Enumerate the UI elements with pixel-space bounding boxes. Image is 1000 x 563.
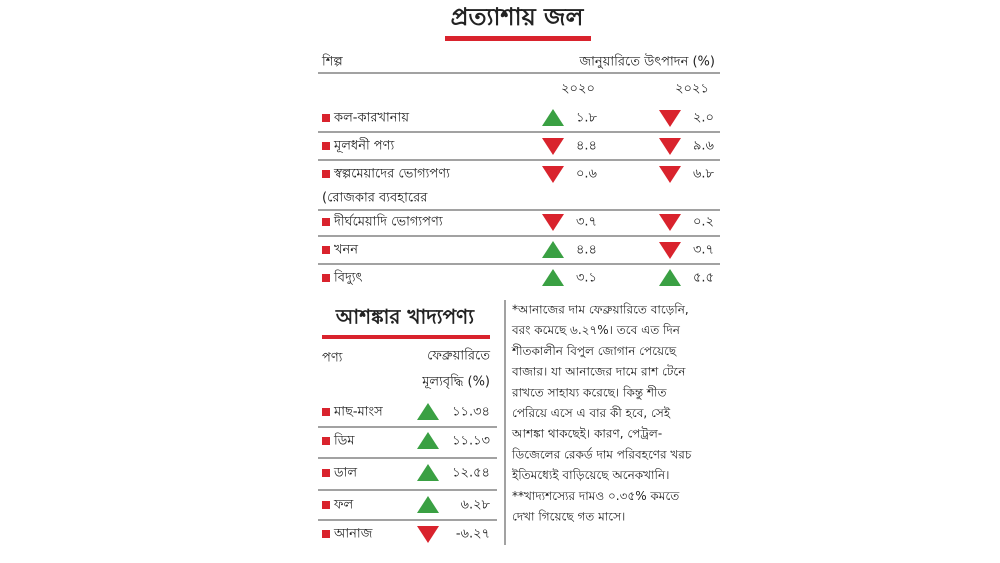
bullet	[322, 142, 330, 150]
col-header: মূল্যবৃদ্ধি (%)	[421, 374, 490, 390]
value: ০.৬	[576, 167, 598, 182]
row-label: কল-কারখানায়	[333, 111, 409, 126]
note-line: পেরিয়ে এসে এ বার কী হবে, সেই	[512, 406, 671, 420]
arrow-up	[542, 241, 564, 258]
section-title: আশঙ্কার খাদ্যপণ্য	[335, 305, 475, 329]
arrow-up	[659, 269, 681, 286]
row-label: মাছ-মাংস	[333, 405, 383, 420]
note-line: *আনাজের দাম ফেব্রুয়ারিতে বাড়েনি,	[512, 303, 689, 317]
arrow-up	[542, 109, 564, 126]
arrow-up	[417, 403, 439, 420]
note-line: ডিজেলের রেকর্ড দাম পরিবহণের খরচ	[511, 447, 692, 461]
bullet	[322, 530, 330, 538]
note-line: বরং কমেছে ৬.২৭%। তবে এত দিন	[511, 323, 681, 337]
row-label: বিদ্যুৎ	[333, 270, 363, 286]
arrow-down	[542, 138, 564, 155]
bullet	[322, 408, 330, 416]
col-header: ফেব্রুয়ারিতে	[427, 348, 490, 364]
bullet	[322, 274, 330, 282]
title-underline	[322, 335, 490, 339]
value: ১১.১৩	[452, 434, 490, 449]
row-label: আনাজ	[333, 527, 373, 542]
bullet	[322, 469, 330, 477]
value: ৫.৫	[693, 271, 714, 286]
value: ৪.৪	[576, 243, 597, 258]
note-line: আশঙ্কা থাকছেই। কারণ, পেট্রল-	[511, 427, 662, 441]
arrow-down	[542, 214, 564, 231]
note-line: ইতিমধ্যেই বাড়িয়েছে অনেকখানি।	[511, 468, 669, 482]
bullet	[322, 218, 330, 226]
value: -৬.২৭	[456, 527, 490, 542]
arrow-down	[417, 526, 439, 543]
row-label: ডাল	[333, 466, 357, 481]
row-label: ডিম	[333, 433, 355, 449]
row-label: স্বল্পমেয়াদের ভোগ্যপণ্য	[333, 167, 450, 182]
arrow-up	[417, 432, 439, 449]
row-label: খনন	[334, 243, 358, 258]
main-title: প্রত্যাশায় জল	[451, 3, 585, 31]
bullet	[322, 170, 330, 178]
bullet	[322, 246, 330, 254]
value: ৩.৭	[576, 215, 597, 230]
value: ৪.৪	[576, 139, 597, 154]
value: ১.৮	[576, 111, 598, 126]
year-header: ২০২০	[561, 82, 595, 97]
value: ৯.৬	[693, 139, 715, 154]
arrow-up	[417, 464, 439, 481]
row-label: মূলধনী পণ্য	[333, 138, 394, 154]
value: ৩.৭	[693, 243, 714, 258]
row-label: (রোজকার ব্যবহারের	[322, 191, 428, 206]
arrow-up	[417, 496, 439, 513]
value: ২.০	[693, 111, 714, 126]
year-header: ২০২১	[675, 82, 709, 97]
arrow-down	[659, 138, 681, 155]
arrow-up	[542, 269, 564, 286]
note-line: **খাদ্যশস্যের দামও ০.৩৫% কমতে	[512, 489, 680, 503]
row-label: ফল	[333, 498, 354, 513]
value: ৬.৮	[693, 167, 715, 182]
note-line: রাখতে সাহায্য করেছে। কিন্তু শীত	[511, 385, 667, 400]
col-header: শিল্প	[321, 54, 343, 70]
value: ০.২	[693, 215, 714, 230]
value: ৩.১	[576, 271, 597, 286]
bullet	[322, 437, 330, 445]
value: ৬.২৮	[461, 498, 491, 513]
arrow-down	[542, 166, 564, 183]
note-line: বাজার। যা আনাজের দামে রাশ টেনে	[511, 365, 686, 379]
bullet	[322, 114, 330, 122]
value: ১২.৫৪	[452, 466, 490, 481]
note-line: দেখা গিয়েছে গত মাসে।	[512, 510, 625, 524]
bullet	[322, 501, 330, 509]
arrow-down	[659, 214, 681, 231]
arrow-down	[659, 166, 681, 183]
row-label: দীর্ঘমেয়াদি ভোগ্যপণ্য	[333, 214, 443, 230]
arrow-down	[659, 110, 681, 127]
title-underline	[445, 36, 591, 41]
col-header: জানুয়ারিতে উৎপাদন (%)	[579, 54, 715, 70]
col-header: পণ্য	[322, 351, 343, 366]
value: ১১.৩৪	[452, 405, 490, 420]
note-line: শীতকালীন বিপুল জোগান পেয়েছে	[511, 344, 677, 359]
arrow-down	[659, 242, 681, 259]
